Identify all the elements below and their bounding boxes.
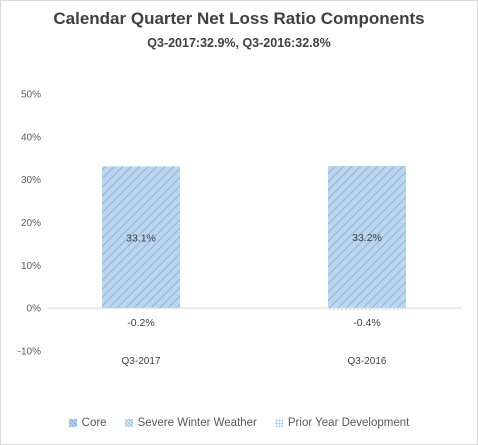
data-label-prior-year-development: -0.2%	[127, 317, 154, 329]
chart-title: Calendar Quarter Net Loss Ratio Componen…	[53, 9, 425, 28]
bars: 33.1% -0.2% 33.2% -0.4%	[102, 165, 406, 329]
y-tick-label: 20%	[21, 218, 41, 229]
legend-swatch-prior-year-development	[274, 419, 283, 427]
y-tick-label: 50%	[21, 90, 41, 101]
legend-item-prior-year-development: Prior Year Development	[274, 417, 410, 429]
data-label-core: 33.2%	[352, 232, 382, 244]
data-label-core: 33.1%	[126, 232, 156, 244]
bar-prior-year-development-q3-2016	[328, 308, 406, 310]
legend-swatch-severe-winter-weather	[124, 419, 133, 427]
x-axis: Q3-2017 Q3-2016	[48, 307, 462, 367]
data-label-prior-year-development: -0.4%	[353, 317, 380, 329]
y-tick-label: 10%	[21, 261, 41, 272]
y-tick-label: -10%	[18, 347, 41, 358]
y-axis: -10% 0% 10% 20% 30% 40% 50%	[18, 90, 41, 358]
legend-label-prior-year-development: Prior Year Development	[287, 417, 410, 429]
legend-label-core: Core	[81, 417, 107, 429]
legend-label-severe-winter-weather: Severe Winter Weather	[137, 417, 257, 429]
y-tick-label: 40%	[21, 132, 41, 143]
y-tick-label: 0%	[27, 304, 42, 315]
x-category-label: Q3-2016	[348, 356, 387, 367]
y-tick-label: 30%	[21, 175, 41, 186]
legend-item-severe-winter-weather: Severe Winter Weather	[124, 417, 257, 429]
legend-swatch-core	[68, 419, 77, 427]
bar-core-q3-2017	[102, 166, 180, 309]
legend-item-core: Core	[68, 417, 107, 429]
bar-core-q3-2016	[328, 165, 406, 309]
legend: Core Severe Winter Weather Prior Year De…	[0, 417, 478, 429]
x-category-label: Q3-2017	[122, 356, 161, 367]
chart-subtitle: Q3-2017:32.9%, Q3-2016:32.8%	[147, 36, 331, 50]
